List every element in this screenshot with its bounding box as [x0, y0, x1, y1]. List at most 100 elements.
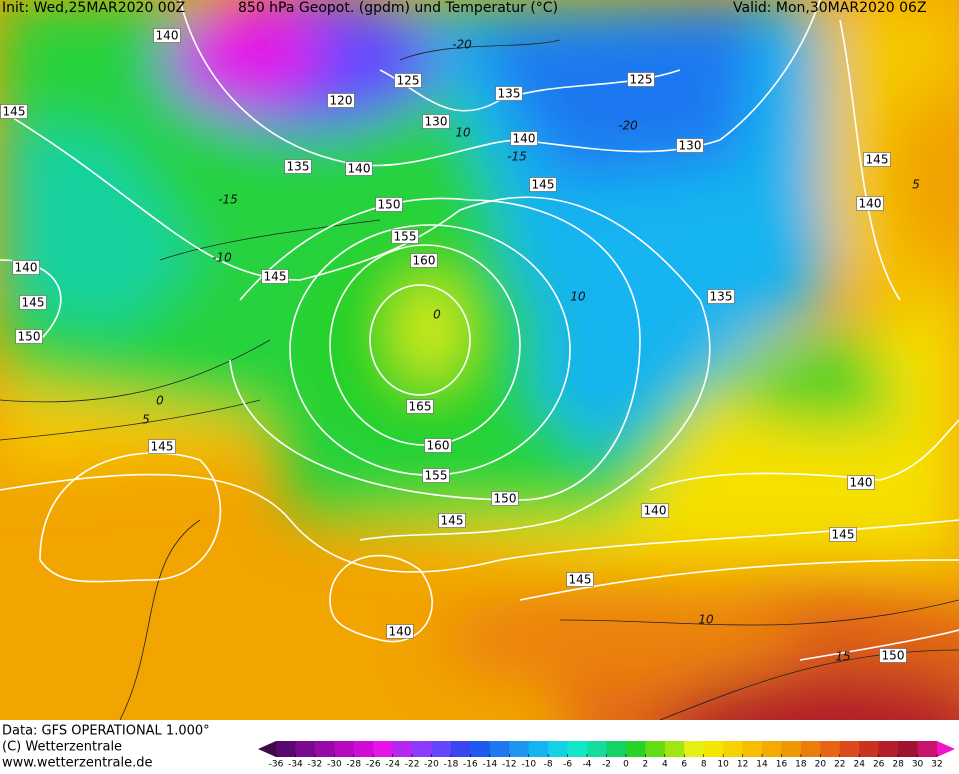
- colorbar-segment: [723, 741, 744, 757]
- colorbar-tick-label: 18: [795, 760, 807, 770]
- colorbar-segment: [917, 741, 938, 757]
- contour-label: 140: [850, 476, 873, 490]
- colorbar-segment: [548, 741, 569, 757]
- contour-label: 150: [18, 330, 41, 344]
- colorbar-segment: [509, 741, 530, 757]
- colorbar-tick-label: -8: [544, 760, 553, 770]
- colorbar-tick-label: -26: [366, 760, 381, 770]
- contour-label: 165: [409, 400, 432, 414]
- contour-label-box: [707, 289, 735, 304]
- contour-label-box: [19, 295, 47, 310]
- contour-label: 130: [679, 139, 702, 153]
- contour-label-box: [438, 513, 466, 528]
- contour-label-box: [627, 72, 655, 87]
- colorbar-tick-label: -30: [327, 760, 342, 770]
- contour-label: 140: [513, 132, 536, 146]
- contour-label: 145: [264, 270, 287, 284]
- colorbar-tick-label: 8: [701, 760, 707, 770]
- map-title: 850 hPa Geopot. (gpdm) und Temperatur (°…: [238, 0, 558, 16]
- temperature-label: 5: [912, 178, 920, 192]
- contour-label: 150: [378, 198, 401, 212]
- colorbar-segment: [762, 741, 782, 757]
- temperature-label: 15: [835, 650, 850, 664]
- temperature-label: 10: [570, 290, 586, 304]
- contour-label: 155: [425, 469, 448, 483]
- temperature-labels: -20 -20 -15 -15 -10 10 0 0 5 5 10 15 10: [142, 38, 920, 664]
- contour-label-box: [148, 439, 176, 454]
- colorbar-segment: [820, 741, 841, 757]
- contour-label: 145: [151, 440, 174, 454]
- colorbar-segment: [645, 741, 666, 757]
- temperature-label: 10: [455, 126, 471, 140]
- colorbar-segment: [276, 741, 296, 757]
- contour-label: 145: [866, 153, 889, 167]
- colorbar-segment: [567, 741, 588, 757]
- website: www.wetterzentrale.de: [2, 756, 152, 771]
- colorbar-tick-label: 2: [643, 760, 649, 770]
- colorbar-segment: [587, 741, 607, 757]
- contour-label-box: [12, 260, 40, 275]
- temperature-label: -15: [218, 193, 238, 207]
- colorbar-segment: [800, 741, 821, 757]
- contour-label: 150: [494, 492, 517, 506]
- colorbar-tick-label: -2: [602, 760, 611, 770]
- contour-label: 140: [348, 162, 371, 176]
- contour-label-box: [261, 269, 289, 284]
- colorbar-segment: [664, 741, 685, 757]
- contour-label-box: [391, 229, 419, 244]
- colorbar-tick-label: 10: [717, 760, 729, 770]
- colorbar-segment: [489, 741, 510, 757]
- contour-label-box: [386, 624, 414, 639]
- colorbar-segment: [839, 741, 860, 757]
- contour-label-box: [491, 491, 519, 506]
- contour-label-box: [422, 114, 450, 129]
- colorbar-segment: [528, 741, 549, 757]
- colorbar-segment: [334, 741, 355, 757]
- contour-label-box: [424, 438, 452, 453]
- init-time: Init: Wed,25MAR2020 00Z: [2, 0, 185, 16]
- colorbar-segment: [392, 741, 413, 757]
- colorbar-segment: [742, 741, 763, 757]
- contour-label: 145: [569, 573, 592, 587]
- colorbar-tick-label: -28: [346, 760, 361, 770]
- colorbar-arrow: [937, 741, 955, 757]
- contour-label-box: [410, 253, 438, 268]
- contour-label: 120: [330, 94, 353, 108]
- contour-label: 135: [287, 160, 310, 174]
- contour-label-box: [641, 503, 669, 518]
- contour-label-box: [879, 648, 907, 663]
- colorbar-segment: [898, 741, 919, 757]
- contour-label-box: [375, 197, 403, 212]
- contour-label-box: [394, 73, 422, 88]
- colorbar-segment: [781, 741, 802, 757]
- temperature-label: -20: [452, 38, 472, 52]
- colorbar-segment: [353, 741, 374, 757]
- colorbar-segment: [703, 741, 724, 757]
- colorbar-tick-label: -6: [563, 760, 572, 770]
- contour-label: 140: [644, 504, 667, 518]
- colorbar-segment: [684, 741, 705, 757]
- contour-label-box: [345, 161, 373, 176]
- colorbar-segment: [314, 741, 335, 757]
- contour-label-box: [829, 527, 857, 542]
- colorbar-tick-label: 16: [776, 760, 788, 770]
- contour-label-box: [847, 475, 875, 490]
- colorbar-segment: [450, 741, 471, 757]
- colorbar-segment: [606, 741, 627, 757]
- contour-label: 125: [630, 73, 653, 87]
- colorbar-tick-label: 22: [834, 760, 845, 770]
- colorbar-tick-label: -36: [269, 760, 284, 770]
- colorbar-tick-label: 6: [681, 760, 687, 770]
- contour-label: 145: [3, 105, 26, 119]
- contour-label-box: [863, 152, 891, 167]
- colorbar-tick-label: -32: [308, 760, 323, 770]
- contour-label: 150: [882, 649, 905, 663]
- contour-label: 145: [532, 178, 555, 192]
- contour-label-box: [153, 28, 181, 43]
- colorbar-tick-label: -4: [583, 760, 592, 770]
- contour-label-box: [495, 86, 523, 101]
- colorbar-tick-label: 12: [737, 760, 748, 770]
- colorbar-tick-label: -10: [521, 760, 536, 770]
